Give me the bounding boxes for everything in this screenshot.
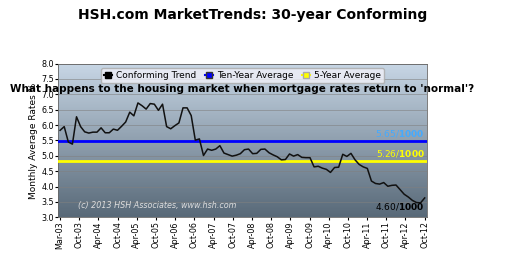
Y-axis label: Monthly Average Rates %: Monthly Average Rates %: [29, 82, 38, 198]
Text: $5.65/$1000: $5.65/$1000: [375, 128, 425, 139]
Text: $4.60/$1000: $4.60/$1000: [375, 201, 425, 212]
Text: HSH.com MarketTrends: 30-year Conforming: HSH.com MarketTrends: 30-year Conforming: [78, 8, 427, 22]
Text: (c) 2013 HSH Associates, www.hsh.com: (c) 2013 HSH Associates, www.hsh.com: [78, 201, 237, 210]
Legend: Conforming Trend, Ten-Year Average, 5-Year Average: Conforming Trend, Ten-Year Average, 5-Ye…: [100, 68, 384, 83]
Text: $5.26/$1000: $5.26/$1000: [376, 148, 425, 159]
Text: What happens to the housing market when mortgage rates return to 'normal'?: What happens to the housing market when …: [10, 83, 475, 94]
